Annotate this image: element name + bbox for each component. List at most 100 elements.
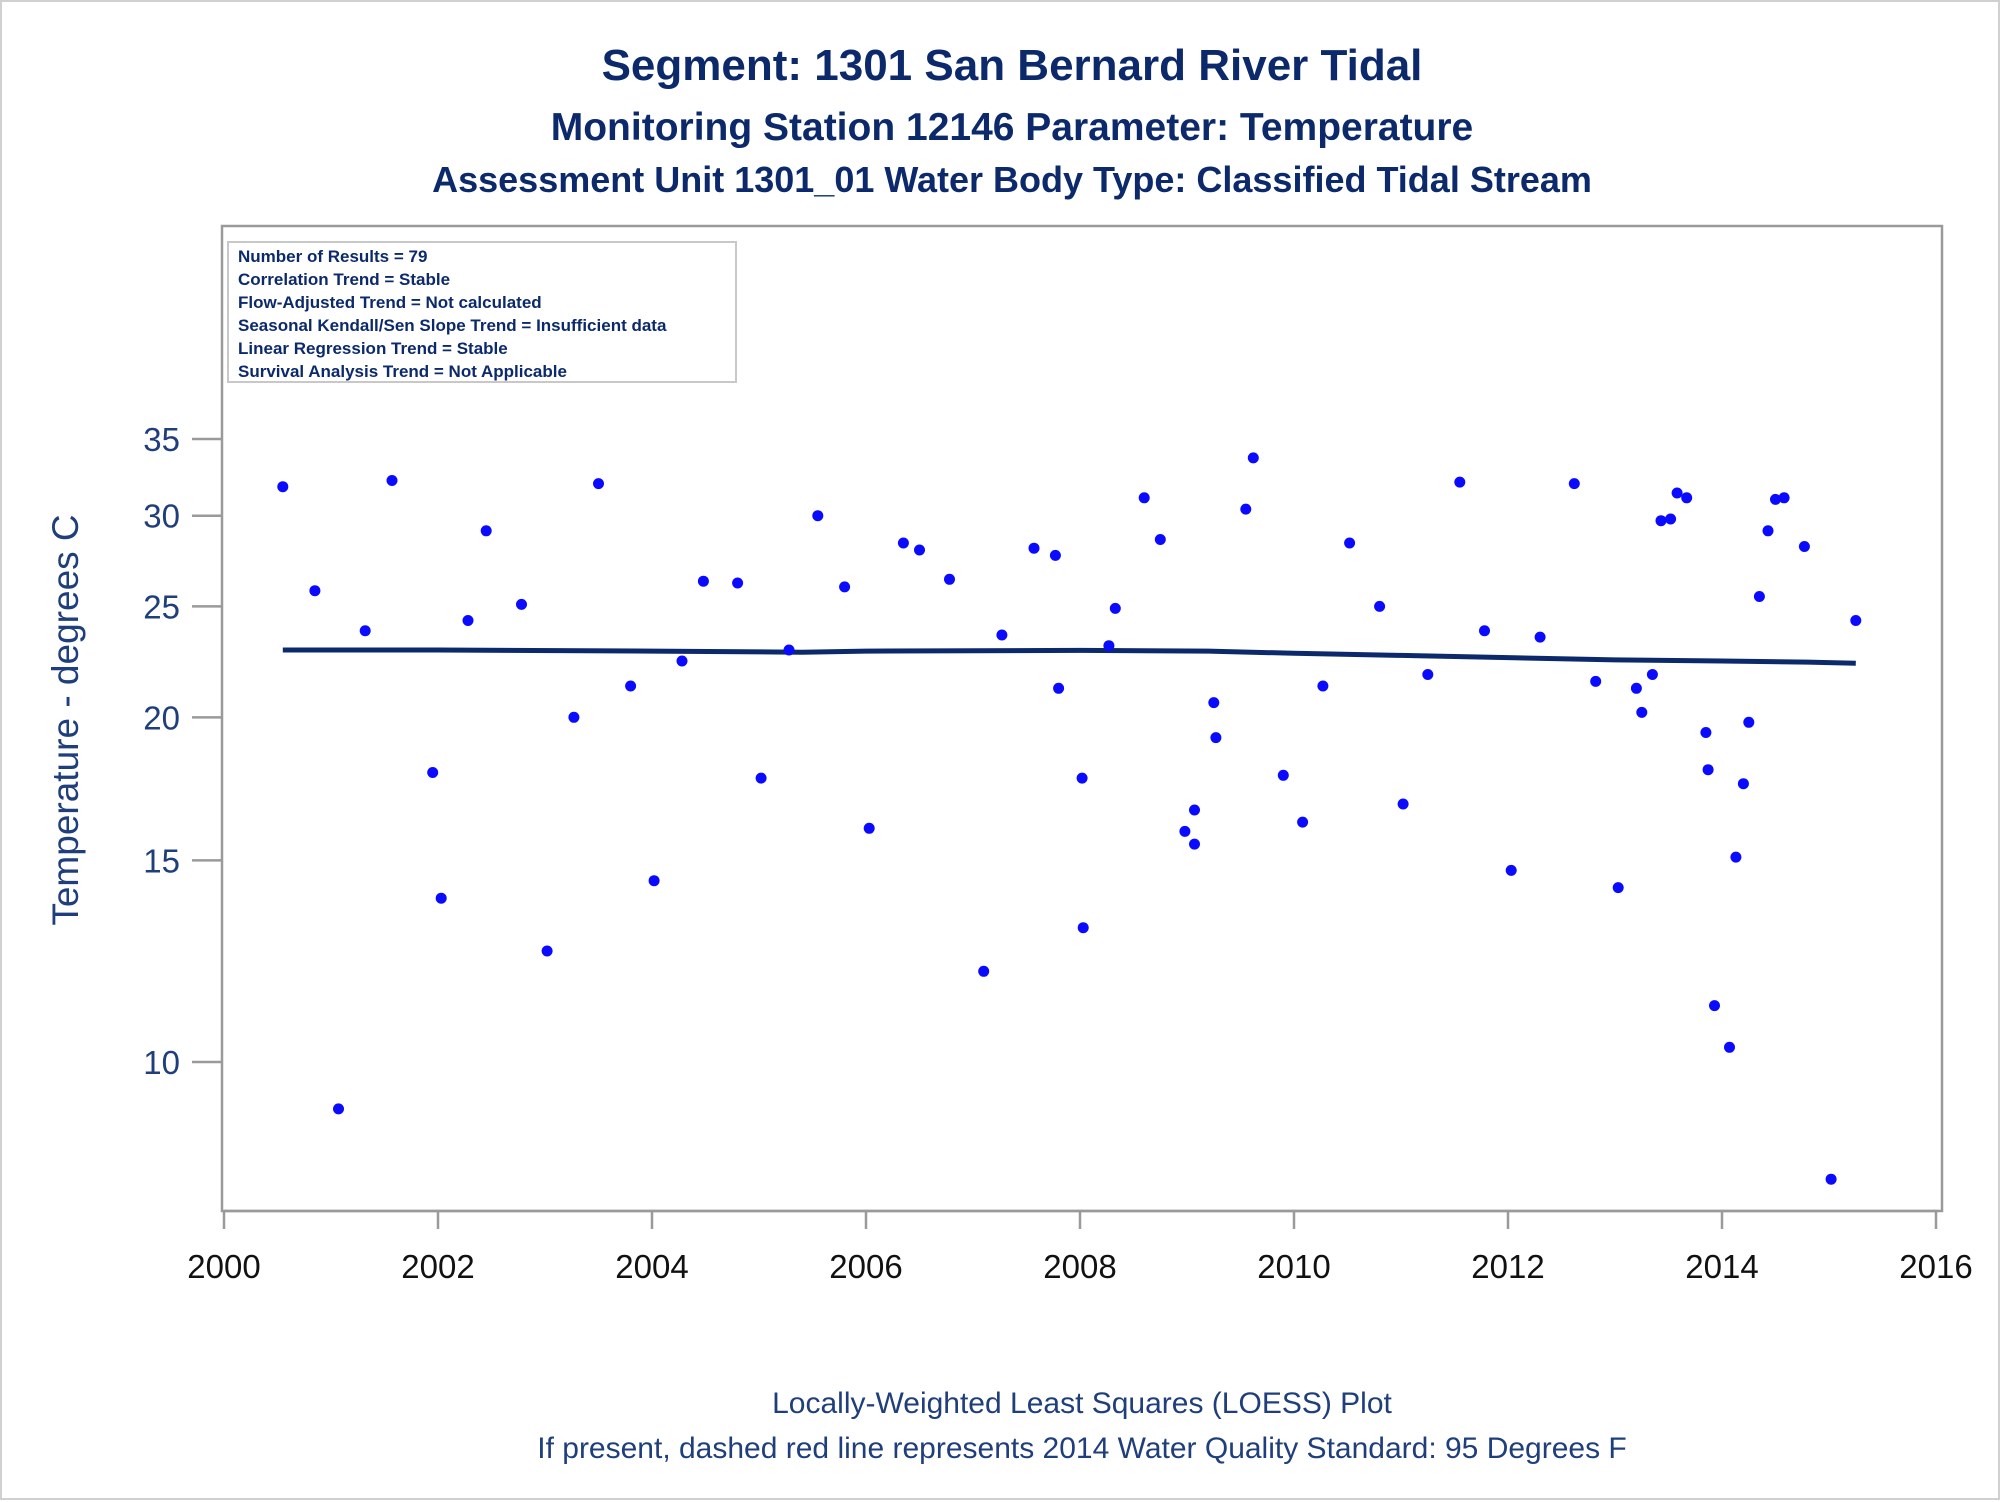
stats-line-survival-analysis-trend: Survival Analysis Trend = Not Applicable: [238, 362, 567, 381]
data-point: [359, 625, 371, 637]
data-point: [978, 965, 990, 977]
data-point: [1646, 669, 1658, 680]
data-point: [1681, 492, 1693, 504]
stats-line-linear-regression-trend: Linear Regression Trend = Stable: [238, 339, 508, 358]
data-point: [1798, 541, 1810, 552]
data-point: [1076, 772, 1088, 784]
data-point: [1636, 706, 1648, 718]
data-point: [1655, 515, 1667, 527]
data-point: [1189, 838, 1200, 850]
data-point: [1422, 669, 1434, 680]
data-point: [516, 598, 527, 610]
data-point: [333, 1103, 344, 1115]
stats-line-number-of-results: Number of Results = 79: [238, 247, 427, 266]
stats-line-seasonal-kendall-trend: Seasonal Kendall/Sen Slope Trend = Insuf…: [238, 316, 667, 335]
data-point: [1344, 537, 1356, 549]
y-tick-label: 30: [143, 498, 180, 535]
data-point: [648, 875, 660, 887]
data-point: [593, 478, 604, 490]
data-point: [1534, 631, 1546, 643]
data-point: [996, 629, 1008, 641]
data-point: [1753, 591, 1765, 602]
chart-title: Segment: 1301 San Bernard River Tidal: [602, 41, 1423, 90]
x-axis: 2000 2002 2004 2006 2008 2010 2012 2014 2016: [187, 1209, 1973, 1285]
data-point: [732, 577, 744, 589]
data-point: [1737, 778, 1749, 790]
data-point: [1297, 816, 1309, 828]
data-point: [863, 822, 875, 834]
data-point: [1568, 478, 1580, 490]
data-point: [1109, 602, 1121, 614]
data-point: [1778, 492, 1790, 504]
data-point: [1138, 492, 1150, 504]
data-point: [1374, 600, 1386, 612]
data-point: [1210, 732, 1222, 744]
data-point: [897, 537, 909, 549]
data-point: [435, 892, 447, 904]
data-point: [1103, 640, 1115, 652]
data-point: [944, 573, 955, 585]
data-point: [1743, 716, 1755, 728]
data-point: [1277, 769, 1289, 781]
data-point: [1240, 503, 1252, 515]
data-point: [1154, 534, 1166, 545]
y-axis: 10 15 20 25 30 35: [143, 421, 222, 1081]
y-axis-label: Temperature - degrees C: [45, 514, 86, 925]
footnote-loess: Locally-Weighted Least Squares (LOESS) P…: [772, 1387, 1392, 1420]
data-point: [1317, 680, 1329, 692]
data-point: [1590, 675, 1602, 687]
data-point: [1454, 476, 1466, 488]
chart-subtitle-assessment-unit: Assessment Unit 1301_01 Water Body Type:…: [432, 159, 1592, 200]
data-point: [1208, 697, 1220, 709]
chart-subtitle-station: Monitoring Station 12146 Parameter: Temp…: [551, 106, 1474, 149]
data-point: [1028, 542, 1040, 554]
data-point: [914, 544, 925, 556]
data-point: [1397, 798, 1409, 810]
data-point: [1479, 625, 1490, 637]
data-point: [427, 767, 439, 778]
x-tick-label: 2002: [401, 1248, 474, 1285]
data-point: [1730, 851, 1742, 863]
x-tick-label: 2012: [1471, 1248, 1544, 1285]
data-point: [625, 680, 637, 692]
y-tick-label: 20: [143, 699, 180, 736]
y-tick-label: 10: [143, 1044, 180, 1081]
data-point: [1505, 864, 1517, 876]
stats-inset-box: Number of Results = 79 Correlation Trend…: [227, 241, 737, 383]
footnote-water-quality-standard: If present, dashed red line represents 2…: [537, 1432, 1627, 1465]
data-point: [1709, 1000, 1720, 1012]
data-point: [676, 655, 688, 667]
data-point: [1702, 764, 1714, 776]
data-point: [309, 585, 321, 597]
x-tick-label: 2010: [1257, 1248, 1330, 1285]
data-point: [1189, 804, 1200, 816]
data-point: [1630, 682, 1642, 694]
stats-line-flow-adjusted-trend: Flow-Adjusted Trend = Not calculated: [238, 293, 542, 312]
data-point: [1612, 882, 1624, 894]
data-point: [1825, 1173, 1837, 1185]
data-point: [568, 711, 580, 723]
x-tick-label: 2008: [1043, 1248, 1116, 1285]
x-tick-label: 2004: [615, 1248, 688, 1285]
data-point: [1700, 727, 1712, 738]
y-tick-label: 25: [143, 588, 180, 625]
x-tick-label: 2000: [187, 1248, 260, 1285]
data-point: [1762, 525, 1774, 537]
data-point: [462, 615, 474, 626]
x-tick-label: 2014: [1685, 1248, 1758, 1285]
x-tick-label: 2016: [1899, 1248, 1972, 1285]
data-point: [541, 945, 553, 957]
data-point: [755, 772, 767, 784]
data-point: [1053, 682, 1065, 694]
loess-trend-line: [282, 647, 1856, 666]
data-point: [1247, 452, 1259, 464]
y-tick-label: 35: [143, 421, 180, 458]
data-point: [1077, 922, 1089, 934]
data-point: [783, 644, 795, 656]
y-tick-label: 15: [143, 842, 180, 879]
data-point: [1671, 487, 1683, 499]
data-point: [1724, 1041, 1735, 1053]
data-point: [1850, 615, 1862, 626]
